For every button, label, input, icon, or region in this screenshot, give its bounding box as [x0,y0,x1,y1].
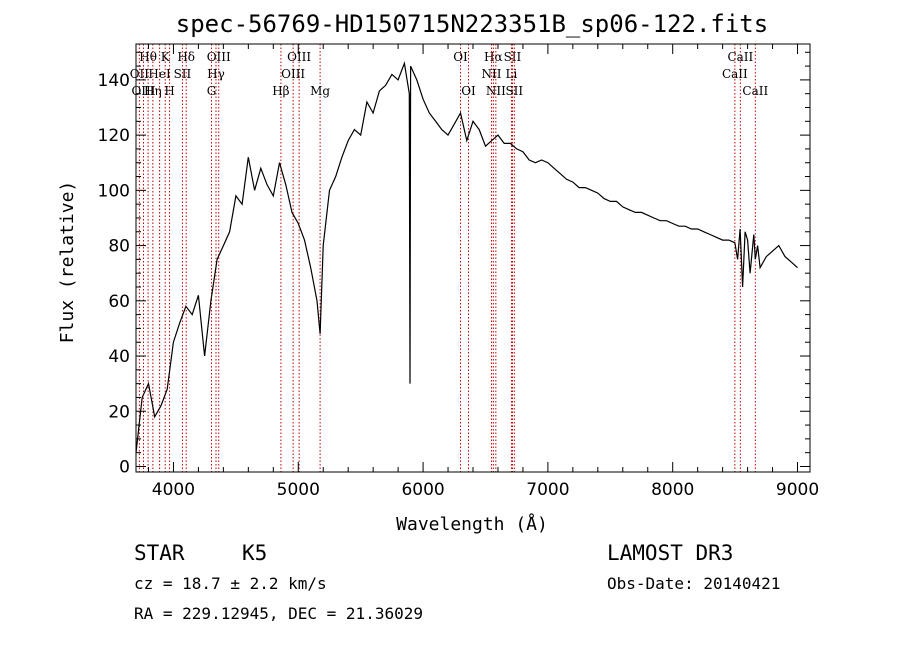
spectral-line-label: Hδ [177,50,195,64]
x-axis-label: Wavelength (Å) [396,513,548,535]
y-tick-label: 60 [108,292,130,312]
spectrum-line [135,60,798,453]
spectral-line-label: HeI [148,67,171,81]
spectral-line-label: G [207,84,217,98]
object-class: STAR [134,541,185,565]
spectral-line-label: SII [505,84,523,98]
spectral-line-label: Hβ [272,84,289,98]
x-tick-label: 8000 [651,480,694,500]
y-tick-label: 100 [98,181,130,201]
x-tick-label: 9000 [776,480,819,500]
spectral-line-label: OIII [131,84,155,98]
redshift-info: cz = 18.7 ± 2.2 km/s [134,574,327,593]
spectral-line-label: Hη [144,84,162,98]
x-tick-label: 4000 [152,480,195,500]
spectral-line-label: CaII [742,84,768,98]
spectral-line-label: Hγ [207,67,225,81]
observation-date: Obs-Date: 20140421 [607,574,780,593]
spectral-line-label: OIII [287,50,311,64]
spectral-line-label: K [161,50,171,64]
y-tick-label: 80 [108,237,130,257]
x-tick-label: 5000 [277,480,320,500]
y-tick-label: 120 [98,126,130,146]
spectral-line-label: CaII [722,67,748,81]
spectral-line-label: OI [453,50,468,64]
spectral-line-label: NII [481,67,501,81]
survey-label: LAMOST DR3 [607,541,733,565]
y-tick-label: 40 [108,347,130,367]
spectral-line-label: Hα [484,50,503,64]
x-tick-label: 7000 [526,480,569,500]
chart-title: spec-56769-HD150715N223351B_sp06-122.fit… [176,10,768,38]
spectral-line-label: OIII [281,67,305,81]
x-tick-label: 6000 [401,480,444,500]
spectral-line-label: OI [461,84,476,98]
spectral-line-label: H [164,84,174,98]
coordinates-info: RA = 229.12945, DEC = 21.36029 [134,604,423,623]
y-tick-label: 140 [98,71,130,91]
spectral-line-label: CaII [727,50,753,64]
spectral-line-label: Hθ [139,50,157,64]
spectral-line-label: SII [174,67,192,81]
spectral-line-label: Mg [310,84,330,98]
y-axis-label: Flux (relative) [57,181,78,344]
y-tick-label: 0 [119,457,130,477]
spectral-line-label: OII [130,67,150,81]
spectral-line-label: NII [486,84,506,98]
axis-ticks: 4000 5000 6000 7000 8000 9000 0 20 40 60 80 100 120 1… [98,44,819,500]
object-subclass: K5 [242,541,267,565]
spectral-line-label: Li [506,67,518,81]
spectral-line-label: SII [504,50,522,64]
y-tick-label: 20 [108,402,130,422]
spectral-line-label: OIII [207,50,231,64]
plot-frame [135,43,811,473]
